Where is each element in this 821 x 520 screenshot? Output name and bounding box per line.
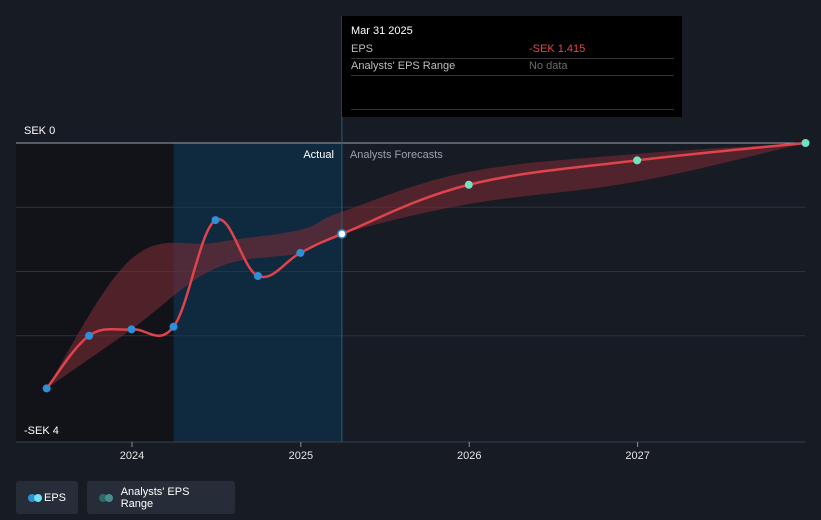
eps-actual-point[interactable] — [127, 325, 136, 334]
legend-eps-label: EPS — [43, 491, 66, 504]
y-axis-ticks: SEK 0 -SEK 4 — [24, 125, 59, 437]
hover-tooltip: Mar 31 2025 EPS -SEK 1.415 Analysts' EPS… — [342, 16, 682, 117]
tooltip-range-value: No data — [529, 60, 568, 72]
legend-range-icon — [99, 493, 115, 502]
actual-period-shade — [173, 143, 342, 442]
eps-forecast-point[interactable] — [464, 180, 473, 189]
x-tick-label: 2026 — [457, 450, 481, 462]
x-tick-label: 2025 — [289, 450, 313, 462]
y-tick-label: -SEK 4 — [24, 425, 59, 437]
eps-actual-point[interactable] — [296, 248, 305, 257]
eps-forecast-point[interactable] — [633, 156, 642, 165]
tooltip-spacer-row — [351, 75, 674, 110]
eps-actual-point[interactable] — [169, 322, 178, 331]
eps-actual-point[interactable] — [211, 216, 220, 225]
x-axis-ticks: 2024 2025 2026 2027 — [120, 442, 650, 462]
tooltip-range-row: Analysts' EPS Range No data — [351, 58, 674, 76]
tooltip-eps-label: EPS — [351, 43, 374, 55]
eps-actual-point[interactable] — [42, 384, 51, 393]
gridlines — [16, 142, 805, 443]
legend-range-label: Analysts' EPS Range — [120, 485, 190, 510]
tooltip-eps-row: EPS -SEK 1.415 — [351, 41, 674, 59]
eps-forecast-point[interactable] — [801, 139, 810, 147]
x-tick-label: 2024 — [120, 450, 144, 462]
y-tick-label: SEK 0 — [24, 125, 55, 137]
legend-eps-toggle[interactable]: EPS — [16, 481, 78, 514]
analysts-eps-range-band — [46, 143, 806, 389]
legend-eps-icon — [28, 493, 42, 502]
tooltip-date: Mar 31 2025 — [351, 25, 413, 37]
eps-points — [42, 139, 810, 393]
analysts-forecasts-label: Analysts Forecasts — [350, 149, 443, 161]
eps-actual-point[interactable] — [85, 331, 94, 340]
chart-legend: EPS Analysts' EPS Range — [16, 481, 235, 514]
actual-label: Actual — [303, 149, 334, 161]
legend-range-toggle[interactable]: Analysts' EPS Range — [87, 481, 235, 514]
tooltip-range-label: Analysts' EPS Range — [351, 60, 456, 72]
tooltip-eps-value: -SEK 1.415 — [529, 43, 586, 55]
eps-actual-point[interactable] — [337, 229, 347, 239]
x-tick-label: 2027 — [625, 450, 649, 462]
eps-actual-point[interactable] — [253, 271, 262, 280]
